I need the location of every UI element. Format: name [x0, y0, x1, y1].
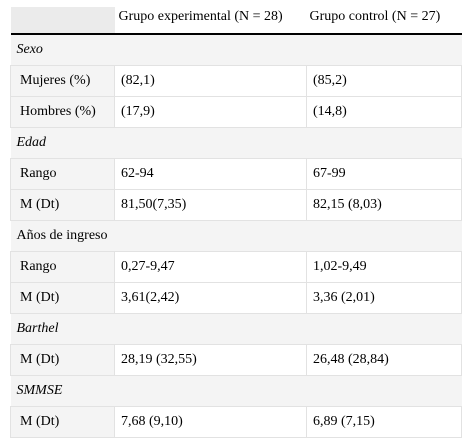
table-row: M (Dt) 28,19 (32,55) 26,48 (28,84) [10, 344, 462, 376]
table-row: Rango 62-94 67-99 [10, 158, 462, 190]
experimental-value: (17,9) [114, 96, 307, 128]
table-row: Rango 0,27-9,47 1,02-9,49 [10, 251, 462, 283]
control-value: 82,15 (8,03) [306, 189, 462, 221]
row-label: M (Dt) [10, 282, 115, 314]
row-label: Rango [10, 158, 115, 190]
row-label: Rango [10, 251, 115, 283]
experimental-value: 0,27-9,47 [114, 251, 307, 283]
row-label: M (Dt) [10, 344, 115, 376]
section-row: SMMSE [10, 375, 462, 407]
control-value: 26,48 (28,84) [306, 344, 462, 376]
table-row: M (Dt) 3,61(2,42) 3,36 (2,01) [10, 282, 462, 314]
experimental-value: 81,50(7,35) [114, 189, 307, 221]
section-row: Años de ingreso [10, 220, 462, 252]
table-body: Sexo Mujeres (%) (82,1) (85,2) Hombres (%) (1… [10, 33, 462, 438]
row-label: M (Dt) [10, 189, 115, 221]
section-title: SMMSE [10, 375, 462, 407]
control-value: 1,02-9,49 [306, 251, 462, 283]
table-row: M (Dt) 81,50(7,35) 82,15 (8,03) [10, 189, 462, 221]
experimental-value: 62-94 [114, 158, 307, 190]
experimental-value: (82,1) [114, 65, 307, 97]
experimental-value: 28,19 (32,55) [114, 344, 307, 376]
table-row: M (Dt) 7,68 (9,10) 6,89 (7,15) [10, 406, 462, 438]
header-experimental-group: Grupo experimental (N = 28) [114, 7, 307, 35]
row-label: Mujeres (%) [10, 65, 115, 97]
section-title: Barthel [10, 313, 462, 345]
control-value: (85,2) [306, 65, 462, 97]
section-row: Sexo [10, 33, 462, 66]
section-row: Barthel [10, 313, 462, 345]
header-cell-blank [10, 7, 115, 35]
experimental-value: 7,68 (9,10) [114, 406, 307, 438]
section-title: Sexo [10, 33, 462, 66]
header-control-group: Grupo control (N = 27) [306, 7, 462, 35]
table-row: Mujeres (%) (82,1) (85,2) [10, 65, 462, 97]
demographics-table: Grupo experimental (N = 28) Grupo contro… [10, 7, 462, 438]
section-row: Edad [10, 127, 462, 159]
table-header-row: Grupo experimental (N = 28) Grupo contro… [10, 7, 462, 35]
table-row: Hombres (%) (17,9) (14,8) [10, 96, 462, 128]
control-value: 67-99 [306, 158, 462, 190]
row-label: M (Dt) [10, 406, 115, 438]
control-value: 3,36 (2,01) [306, 282, 462, 314]
experimental-value: 3,61(2,42) [114, 282, 307, 314]
section-title: Edad [10, 127, 462, 159]
section-title: Años de ingreso [10, 220, 462, 252]
control-value: (14,8) [306, 96, 462, 128]
control-value: 6,89 (7,15) [306, 406, 462, 438]
row-label: Hombres (%) [10, 96, 115, 128]
